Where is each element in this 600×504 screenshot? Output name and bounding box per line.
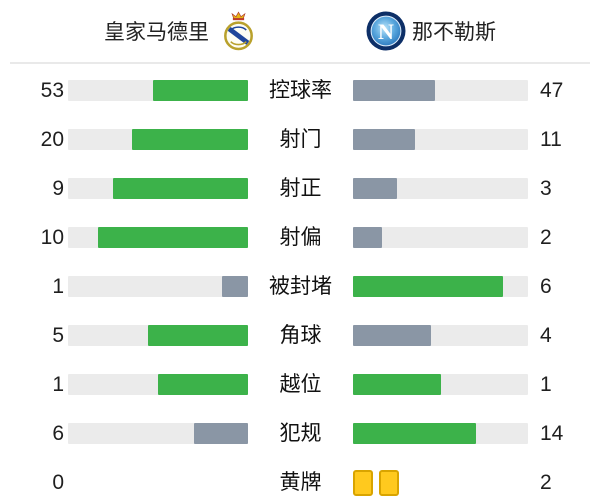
home-bar-fill	[148, 325, 248, 346]
home-bar	[68, 472, 248, 493]
away-value: 4	[540, 324, 552, 347]
away-bar	[353, 80, 528, 101]
home-value: 6	[52, 422, 64, 445]
stat-label: 黄牌	[279, 471, 322, 494]
stat-row: 9 射正 3	[0, 178, 600, 199]
home-bar-fill	[152, 80, 248, 101]
away-bar	[353, 178, 528, 199]
home-value: 20	[40, 128, 64, 151]
away-bar-fill	[353, 178, 397, 199]
yellow-card-icon	[353, 469, 373, 496]
home-team-name: 皇家马德里	[104, 21, 209, 44]
stat-row: 1 被封堵 6	[0, 276, 600, 297]
stat-label: 射门	[279, 128, 322, 151]
stats-list: 53 控球率 47 20 射门 11 9 射正 3 10 射偏	[0, 64, 600, 496]
home-bar-fill	[113, 178, 248, 199]
away-value: 11	[540, 128, 562, 151]
stat-row: 0 黄牌 2	[0, 469, 600, 496]
home-bar	[68, 423, 248, 444]
home-value: 1	[52, 373, 64, 396]
home-team: 皇家马德里	[104, 10, 254, 52]
stat-row: 6 犯规 14	[0, 423, 600, 444]
home-bar	[68, 129, 248, 150]
away-bar-fill	[353, 129, 416, 150]
away-bar	[353, 374, 528, 395]
home-bar	[68, 325, 248, 346]
away-bar-fill	[353, 80, 436, 101]
stat-label: 犯规	[279, 422, 322, 445]
stat-row: 20 射门 11	[0, 129, 600, 150]
away-bar	[353, 325, 528, 346]
stat-label: 被封堵	[269, 275, 332, 298]
home-value: 1	[52, 275, 64, 298]
stat-label: 射正	[279, 177, 322, 200]
away-bar-fill	[353, 423, 476, 444]
home-value: 0	[52, 471, 64, 494]
away-bar	[353, 276, 528, 297]
home-bar	[68, 276, 248, 297]
stat-label: 控球率	[269, 79, 332, 102]
stat-row: 1 越位 1	[0, 374, 600, 395]
away-bar-fill	[353, 374, 441, 395]
away-value: 2	[540, 226, 552, 249]
away-value: 14	[540, 422, 564, 445]
header-divider	[10, 62, 590, 64]
home-bar-fill	[131, 129, 248, 150]
home-bar	[68, 178, 248, 199]
home-bar-fill	[222, 276, 248, 297]
away-bar	[353, 227, 528, 248]
away-bar	[353, 423, 528, 444]
stat-row: 53 控球率 47	[0, 80, 600, 101]
home-value: 5	[52, 324, 64, 347]
away-team-name: 那不勒斯	[412, 21, 496, 44]
home-bar	[68, 80, 248, 101]
home-bar-fill	[158, 374, 248, 395]
home-bar	[68, 227, 248, 248]
header: 皇家马德里	[0, 0, 600, 62]
home-bar-fill	[98, 227, 248, 248]
away-value: 2	[540, 471, 552, 494]
stat-row: 5 角球 4	[0, 325, 600, 346]
stat-label: 越位	[279, 373, 322, 396]
away-value: 47	[540, 79, 564, 102]
away-bar	[353, 129, 528, 150]
home-value: 10	[40, 226, 64, 249]
away-bar	[353, 469, 528, 496]
yellow-card-icon	[379, 469, 399, 496]
stat-label: 射偏	[279, 226, 322, 249]
home-bar	[68, 374, 248, 395]
away-value: 3	[540, 177, 552, 200]
svg-text:N: N	[378, 19, 394, 44]
away-bar-fill	[353, 325, 431, 346]
napoli-crest-icon: N	[366, 11, 406, 51]
stat-label: 角球	[279, 324, 322, 347]
away-bar-fill	[353, 276, 503, 297]
away-bar-fill	[353, 227, 383, 248]
away-team: N 那不勒斯	[366, 11, 496, 51]
real-madrid-crest-icon	[224, 11, 253, 51]
home-value: 53	[40, 79, 64, 102]
away-value: 1	[540, 373, 552, 396]
home-bar-fill	[194, 423, 248, 444]
stat-row: 10 射偏 2	[0, 227, 600, 248]
home-value: 9	[52, 177, 64, 200]
away-value: 6	[540, 275, 552, 298]
